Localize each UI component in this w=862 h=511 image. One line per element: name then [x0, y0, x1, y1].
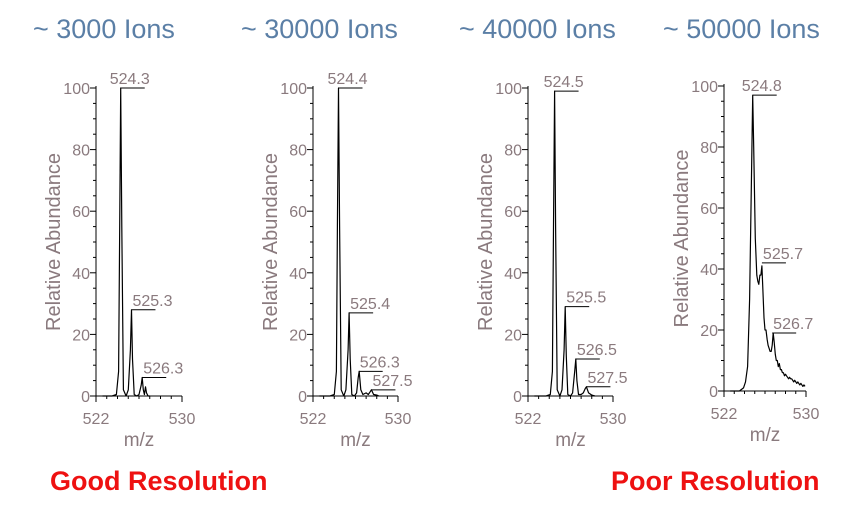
peak-label: 524.3	[110, 71, 150, 88]
y-tick-label: 40	[72, 266, 90, 283]
chart-3-title: ~ 40000 Ions	[459, 14, 616, 44]
y-tick-label: 20	[72, 327, 90, 344]
x-tick-label: 530	[600, 411, 627, 428]
chart-2: 0 20 40 60 80 100 522 530 m/z Relative Abundance 5…	[260, 71, 413, 451]
peak-label: 526.7	[773, 316, 813, 333]
x-tick-label: 522	[515, 411, 542, 428]
x-axis-label: m/z	[555, 430, 586, 451]
y-tick-label: 20	[700, 323, 718, 340]
spectrum-trace	[102, 87, 150, 397]
y-axis-label: Relative Abundance	[260, 153, 282, 331]
good-resolution-caption: Good Resolution	[50, 466, 268, 496]
y-tick-label: 100	[63, 81, 90, 98]
y-tick-label: 40	[700, 262, 718, 279]
y-tick-label: 0	[513, 389, 522, 406]
y-tick-label: 0	[298, 389, 307, 406]
y-tick-label: 80	[289, 143, 307, 160]
y-tick-label: 40	[504, 266, 522, 283]
y-axis-label: Relative Abundance	[671, 150, 693, 328]
y-tick-label: 100	[495, 81, 522, 98]
peak-label: 525.3	[132, 293, 172, 310]
chart-4: 0 20 40 60 80 100 522 530 m/z Relative Abundance 5…	[671, 78, 819, 446]
peak-label: 524.4	[328, 71, 368, 88]
x-tick-label: 522	[300, 411, 327, 428]
y-tick-label: 80	[504, 143, 522, 160]
y-tick-label: 100	[691, 79, 718, 96]
y-tick-label: 0	[709, 384, 718, 401]
peak-label: 527.5	[587, 370, 627, 387]
spectrum-trace	[319, 87, 380, 397]
y-tick-label: 60	[504, 204, 522, 221]
peak-label: 526.5	[577, 342, 617, 359]
x-tick-label: 522	[83, 411, 110, 428]
y-tick-label: 100	[280, 81, 307, 98]
peak-label: 525.4	[350, 296, 390, 313]
x-tick-label: 530	[793, 406, 820, 423]
y-tick-label: 60	[289, 204, 307, 221]
y-tick-label: 60	[700, 201, 718, 218]
chart-1: 0 20 40 60 80 100 522 530 m/z Relative Abundance 5…	[43, 71, 195, 451]
y-tick-label: 40	[289, 266, 307, 283]
chart-4-title: ~ 50000 Ions	[663, 14, 820, 44]
y-tick-label: 60	[72, 204, 90, 221]
y-axis-label: Relative Abundance	[43, 153, 65, 331]
peak-label: 526.3	[143, 361, 183, 378]
y-tick-label: 20	[504, 327, 522, 344]
peak-label: 527.5	[372, 373, 412, 390]
chart-2-title: ~ 30000 Ions	[241, 14, 398, 44]
y-axis-label: Relative Abundance	[475, 153, 497, 331]
chart-1-title: ~ 3000 Ions	[33, 14, 175, 44]
peak-label: 524.8	[742, 78, 782, 95]
y-tick-label: 80	[700, 140, 718, 157]
y-tick-label: 20	[289, 327, 307, 344]
x-tick-label: 530	[169, 411, 196, 428]
y-tick-label: 0	[81, 389, 90, 406]
peak-label: 525.7	[763, 246, 803, 263]
x-axis-label: m/z	[340, 430, 371, 451]
x-tick-label: 530	[385, 411, 412, 428]
x-axis-label: m/z	[124, 430, 155, 451]
chart-3: 0 20 40 60 80 100 522 530 m/z Relative Abundance 5…	[475, 74, 628, 451]
x-axis-label: m/z	[750, 425, 781, 446]
spectrum-trace	[730, 94, 806, 392]
x-tick-label: 522	[711, 406, 738, 423]
peak-label: 525.5	[566, 290, 606, 307]
poor-resolution-caption: Poor Resolution	[611, 466, 820, 496]
peak-label: 526.3	[360, 354, 400, 371]
y-tick-label: 80	[72, 143, 90, 160]
peak-label: 524.5	[544, 74, 584, 91]
spectrum-trace	[534, 90, 596, 397]
